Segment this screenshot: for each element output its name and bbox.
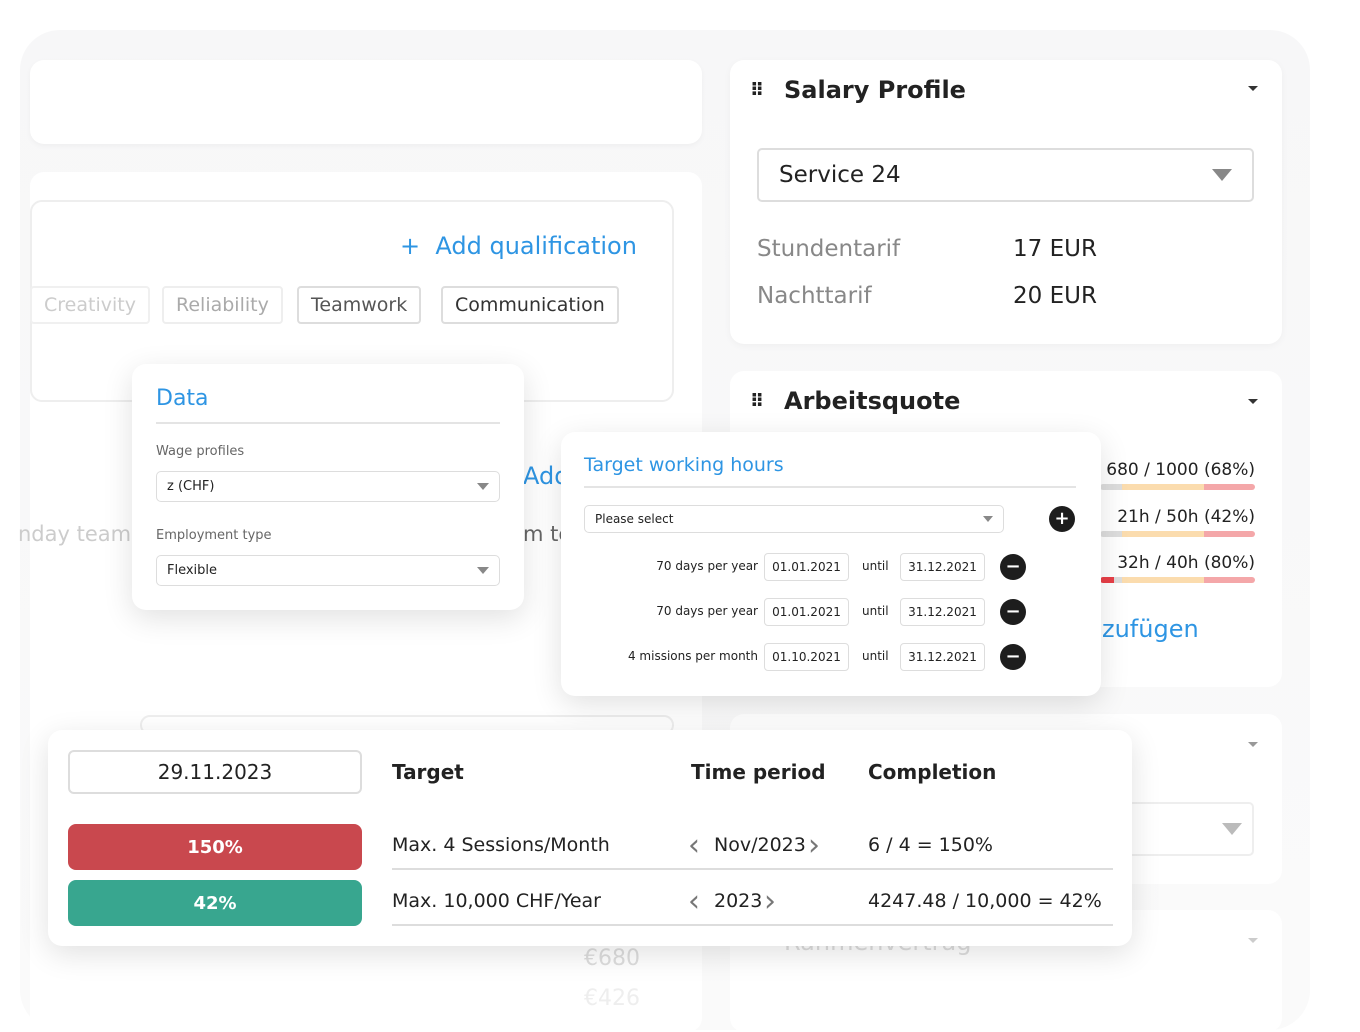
wage-profiles-select[interactable]: z (CHF) <box>156 471 500 502</box>
employment-type-label: Employment type <box>156 528 272 543</box>
salary-profile-title: Salary Profile <box>784 76 966 104</box>
date-input[interactable]: 29.11.2023 <box>68 750 362 794</box>
target-row-label: 70 days per year <box>656 604 758 618</box>
date-from-input[interactable]: 01.01.2021 <box>764 553 849 581</box>
rate-label: Nachttarif <box>757 283 872 309</box>
chip-teamwork[interactable]: Teamwork <box>297 286 422 324</box>
faded-team-text: nday team <box>18 522 132 546</box>
divider <box>584 486 1076 488</box>
data-panel-title: Data <box>156 386 209 411</box>
quota-text: 32h / 40h (80%) <box>1117 553 1255 573</box>
collapse-caret-icon[interactable] <box>1248 742 1258 747</box>
chevron-right-icon[interactable]: › <box>764 884 776 919</box>
dropdown-arrow-icon <box>477 483 489 490</box>
target-cell: Max. 10,000 CHF/Year <box>392 890 601 912</box>
chip-communication[interactable]: Communication <box>441 286 619 324</box>
date-to-input[interactable]: 31.12.2021 <box>900 643 985 671</box>
salary-profile-select[interactable]: Service 24 <box>757 148 1254 202</box>
quota-text: 21h / 50h (42%) <box>1117 507 1255 527</box>
until-label: until <box>862 604 889 618</box>
chip-reliability[interactable]: Reliability <box>162 286 283 324</box>
remove-row-button[interactable]: − <box>1000 554 1026 580</box>
target-row-label: 70 days per year <box>656 559 758 573</box>
add-link-faded[interactable]: zufügen <box>1102 615 1199 643</box>
target-hours-panel: Target working hours Please select + 70 … <box>561 432 1101 696</box>
wage-profiles-label: Wage profiles <box>156 444 245 459</box>
collapse-caret-icon[interactable] <box>1248 399 1258 404</box>
chevron-right-icon[interactable]: › <box>808 828 820 863</box>
target-hours-title: Target working hours <box>584 454 784 476</box>
until-label: until <box>862 559 889 573</box>
header-target: Target <box>392 760 464 784</box>
chip-creativity[interactable]: Creativity <box>30 286 150 324</box>
quota-bar <box>1100 484 1255 490</box>
collapse-caret-icon[interactable] <box>1248 938 1258 943</box>
salary-profile-card: ⠿ Salary Profile Service 24 Stundentarif… <box>730 60 1282 344</box>
bg-card-top <box>30 60 702 144</box>
add-target-button[interactable]: + <box>1049 506 1075 532</box>
arbeitsquote-title: Arbeitsquote <box>784 387 961 415</box>
drag-handle-icon[interactable]: ⠿ <box>750 80 765 101</box>
faded-euro-1: €680 <box>584 946 640 971</box>
data-panel: Data Wage profiles z (CHF) Employment ty… <box>132 364 524 610</box>
header-completion: Completion <box>868 760 997 784</box>
row-divider <box>392 868 1113 870</box>
completion-badge: 42% <box>68 880 362 926</box>
target-row-label: 4 missions per month <box>627 649 758 663</box>
remove-row-button[interactable]: − <box>1000 644 1026 670</box>
date-from-input[interactable]: 01.10.2021 <box>764 643 849 671</box>
remove-row-button[interactable]: − <box>1000 599 1026 625</box>
quota-bar <box>1100 577 1255 583</box>
date-to-input[interactable]: 31.12.2021 <box>900 598 985 626</box>
date-to-input[interactable]: 31.12.2021 <box>900 553 985 581</box>
employment-type-select[interactable]: Flexible <box>156 555 500 586</box>
dropdown-arrow-icon <box>983 516 993 522</box>
header-time-period: Time period <box>691 760 826 784</box>
dropdown-arrow-icon <box>1212 169 1232 181</box>
faded-euro-2: €426 <box>584 986 640 1011</box>
period-value: Nov/2023 <box>714 834 806 856</box>
rate-label: Stundentarif <box>757 236 901 262</box>
dropdown-arrow-icon <box>1222 823 1242 835</box>
dropdown-arrow-icon <box>477 567 489 574</box>
period-nav: ‹ 2023 › <box>688 884 788 919</box>
divider <box>156 422 500 424</box>
until-label: until <box>862 649 889 663</box>
period-nav: ‹ Nov/2023 › <box>688 828 828 863</box>
drag-handle-icon[interactable]: ⠿ <box>750 391 765 412</box>
collapse-caret-icon[interactable] <box>1248 86 1258 91</box>
period-value: 2023 <box>714 890 763 912</box>
rate-value: 20 EUR <box>1013 283 1097 309</box>
quota-text: 680 / 1000 (68%) <box>1106 460 1255 480</box>
target-type-select[interactable]: Please select <box>584 505 1004 533</box>
quota-bar <box>1100 531 1255 537</box>
date-from-input[interactable]: 01.01.2021 <box>764 598 849 626</box>
completion-cell: 6 / 4 = 150% <box>868 834 993 856</box>
completion-cell: 4247.48 / 10,000 = 42% <box>868 890 1102 912</box>
plus-icon: + <box>400 232 421 260</box>
row-divider <box>392 924 1113 926</box>
completion-badge: 150% <box>68 824 362 870</box>
chevron-left-icon[interactable]: ‹ <box>688 884 700 919</box>
target-cell: Max. 4 Sessions/Month <box>392 834 610 856</box>
chevron-left-icon[interactable]: ‹ <box>688 828 700 863</box>
add-qualification-button[interactable]: + Add qualification <box>400 232 637 260</box>
rate-value: 17 EUR <box>1013 236 1097 262</box>
